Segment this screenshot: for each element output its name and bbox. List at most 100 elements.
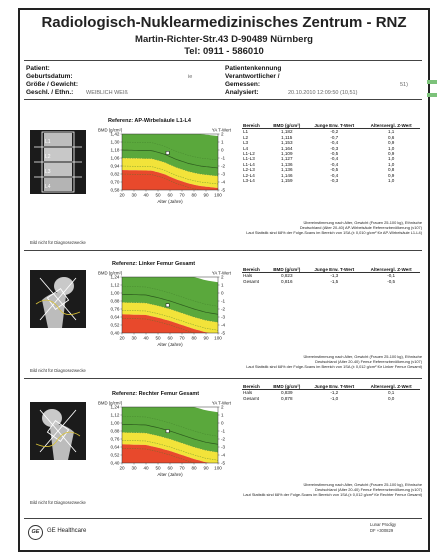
y-tick-label: 1,30 — [111, 140, 120, 145]
table-cell: L1-L3 — [243, 156, 255, 162]
chart-zones — [122, 134, 218, 190]
zone-0 — [122, 407, 218, 453]
note-2c: Laut Statistik sind 68% der Folge-Scans … — [246, 364, 422, 369]
patient-measurement-marker — [165, 151, 170, 155]
patient-id-label: Patientenkennung — [225, 65, 282, 72]
x-tick-label: 30 — [131, 336, 137, 341]
t-tick-label: 1 — [221, 140, 224, 145]
x-tick-label: 60 — [167, 466, 173, 471]
zone-1 — [122, 302, 218, 333]
table-row: L1-L2 1,109 -0,5 0,9 — [242, 151, 420, 156]
table-cell: L1-L4 — [243, 161, 255, 167]
table-header-cell: Junge Erw. T-Wert — [306, 384, 363, 391]
notes-1: Übereinstimmung nach Alter, Gewicht (Fra… — [176, 220, 422, 235]
chart-3-title: Referenz: Rechter Femur Gesamt — [112, 391, 200, 397]
table-row: L2 1,115 -0,7 0,6 — [242, 135, 420, 140]
reference-line — [122, 286, 218, 307]
physician-label: Verantwortlicher / — [225, 73, 280, 80]
t-tick-label: -3 — [221, 445, 226, 450]
x-axis-label: Alter (Jahre) — [157, 199, 183, 204]
table-header-cell: Bereich — [242, 267, 268, 274]
x-tick-label: 70 — [179, 466, 185, 471]
chart-2: 1,24 1,12 1,00 0,88 0,76 0,64 0,52 0,40 2 1 0 -1 -2 -… — [98, 271, 232, 348]
table-cell: 0,823 — [281, 273, 293, 279]
y-tick-label: 1,24 — [111, 405, 120, 410]
table-cell: 1,136 — [281, 161, 293, 167]
y2-axis-label: YA T-Wert — [212, 271, 232, 276]
x-tick-label: 80 — [191, 466, 197, 471]
reference-line — [122, 173, 202, 190]
t-tick-label: -4 — [221, 323, 226, 328]
t-tick-label: 2 — [221, 275, 224, 280]
note-1a: Übereinstimmung nach Alter, Gewicht (Fra… — [303, 220, 422, 225]
reference-line — [122, 432, 218, 453]
vertebra-label-l2: L2 — [45, 154, 51, 160]
table-cell: -0,5 — [330, 151, 339, 157]
t-tick-label: -2 — [221, 164, 226, 169]
spine-scan-image: L1 L2 L3 L4 — [30, 130, 86, 194]
x-axis-label: Alter (Jahre) — [157, 472, 183, 477]
table-cell: 1,182 — [281, 129, 293, 135]
device-id: DF +300829 — [370, 528, 394, 533]
y-axis-label: BMD (g/cm²) — [98, 128, 123, 133]
notes-3: Übereinstimmung nach Alter, Gewicht (Fra… — [176, 482, 422, 497]
table-cell: -0,7 — [330, 134, 339, 140]
patient-label: Patient: — [26, 65, 50, 72]
table-header-cell: BMD (g/cm²) — [267, 123, 307, 130]
analyzed-value: 20.10.2010 12:09:50 (10,51) — [288, 90, 358, 96]
x-tick-label: 50 — [155, 336, 161, 341]
reference-line — [122, 157, 218, 177]
table-header-cell: Altersvergl. Z-Wert — [362, 267, 420, 274]
note-3c: Laut Statistik sind 68% der Folge-Scans … — [243, 492, 422, 497]
x-tick-label: 40 — [143, 336, 149, 341]
ge-logo: GE — [28, 525, 43, 540]
table-header-cell: Bereich — [242, 384, 268, 391]
zone-2 — [122, 170, 218, 190]
table-cell: 1,153 — [281, 140, 293, 146]
results-table-1: Bereich BMD (g/cm²) Junge Erw. T-Wert Alter… — [242, 123, 420, 183]
table-cell: L4 — [243, 145, 249, 151]
section-2-divider — [24, 378, 422, 379]
note-2a: Übereinstimmung nach Alter, Gewicht (Fra… — [303, 354, 422, 359]
side-tab-top — [427, 80, 437, 84]
chart-3: 1,24 1,12 1,00 0,88 0,76 0,64 0,52 0,40 2 1 0 -1 -2 -… — [98, 401, 232, 478]
table-cell: L1 — [243, 129, 249, 135]
table-cell: 1,146 — [281, 172, 293, 178]
sex-ethnicity-value: WEIBLICH WEIß — [86, 90, 128, 96]
caption-3: Bild nicht für Diagnosezwecke — [30, 500, 86, 505]
x-tick-label: 80 — [191, 193, 197, 198]
y-tick-label: 1,42 — [111, 132, 120, 137]
vertebra-label-l3: L3 — [45, 169, 51, 175]
t-tick-label: 0 — [221, 421, 224, 426]
t-tick-label: 1 — [221, 283, 224, 288]
table-cell: -0,4 — [330, 156, 339, 162]
birthdate-label: Geburtsdatum: — [26, 73, 73, 80]
reference-line — [122, 141, 218, 161]
x-tick-label: 30 — [131, 466, 137, 471]
y-tick-label: 0,70 — [111, 180, 120, 185]
t-tick-label: -5 — [221, 188, 226, 193]
t-tick-label: -4 — [221, 180, 226, 185]
table-cell: L2-L3 — [243, 167, 255, 173]
table-cell: -0,4 — [330, 140, 339, 146]
table-cell: L2-L4 — [243, 172, 255, 178]
measured-label: Gemessen: — [225, 81, 261, 88]
t-tick-label: 0 — [221, 291, 224, 296]
section-1-divider — [24, 250, 422, 251]
table-cell: 1,136 — [281, 167, 293, 173]
table-cell: 0,839 — [281, 390, 293, 396]
t-tick-label: -4 — [221, 453, 226, 458]
left-femur-scan-image — [30, 270, 86, 328]
y-axis-label: BMD (g/cm²) — [98, 271, 123, 276]
x-tick-label: 100 — [214, 336, 222, 341]
note-3a: Übereinstimmung nach Alter, Gewicht (Fra… — [303, 482, 422, 487]
table-cell: 1,164 — [281, 145, 293, 151]
table-cell: 1,0 — [387, 156, 395, 162]
note-2b: Deutschland (Alter 20-40) Femur Referenz… — [315, 359, 422, 364]
device-name: Lunar Prodigy — [370, 522, 397, 527]
table-row: L2-L3 1,136 -0,5 0,8 — [242, 167, 420, 172]
table-row: L1-L3 1,127 -0,4 1,0 — [242, 156, 420, 161]
table-cell: 0,816 — [281, 278, 293, 284]
table-cell: -1,3 — [330, 273, 339, 279]
y-tick-label: 0,88 — [111, 429, 120, 434]
